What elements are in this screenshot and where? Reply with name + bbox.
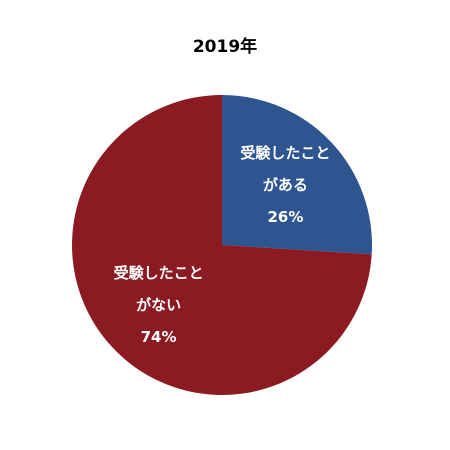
pie-slice: [72, 95, 372, 395]
chart-title: 2019年: [192, 37, 258, 57]
pie-slice: [222, 95, 373, 255]
slice-label: 受験したことがある 26%: [235, 137, 335, 233]
category-label: 受験したことがある: [240, 144, 331, 195]
value-label: 74%: [140, 327, 177, 346]
slice-label: 受験したことがない 74%: [109, 257, 209, 353]
category-label: 受験したことがない: [113, 263, 204, 314]
value-label: 26%: [267, 208, 304, 227]
